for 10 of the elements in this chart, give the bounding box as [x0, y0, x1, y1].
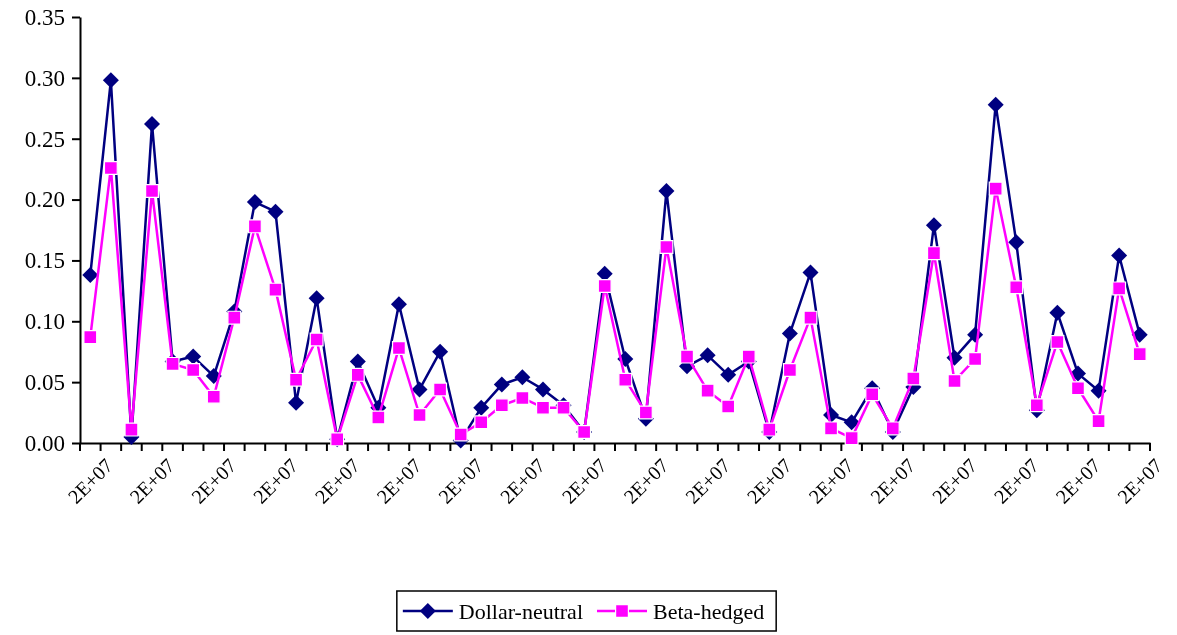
y-tick-label: 0.00	[24, 430, 65, 456]
y-tick-label: 0.25	[24, 126, 65, 152]
y-tick-label: 0.20	[24, 187, 65, 213]
y-tick-label: 0.15	[24, 248, 65, 274]
y-tick-label: 0.05	[24, 370, 65, 395]
y-tick-label: 0.30	[24, 65, 65, 91]
y-tick-label: 0.10	[24, 309, 65, 335]
legend-label: Dollar-neutral	[458, 598, 583, 624]
y-tick-label: 0.35	[24, 4, 65, 30]
legend-label: Beta-hedged	[653, 598, 765, 624]
